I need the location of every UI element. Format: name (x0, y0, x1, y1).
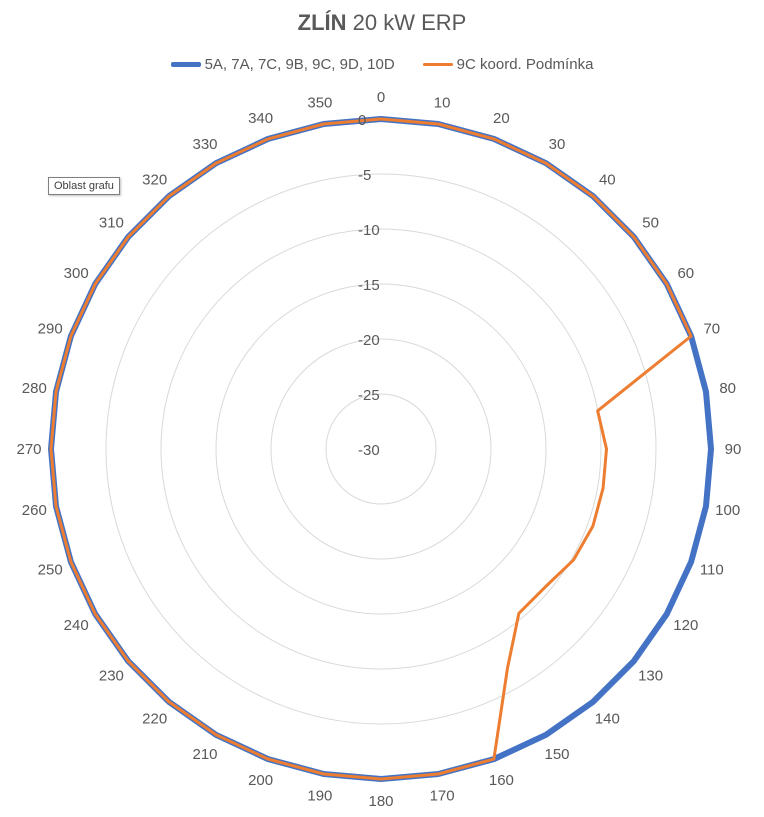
gridline-circle (215, 283, 547, 615)
angle-tick-label: 150 (544, 746, 569, 763)
angle-tick-label: 30 (549, 136, 566, 153)
angle-tick-label: 200 (248, 772, 273, 789)
angle-tick-label: 300 (64, 265, 89, 282)
angle-tick-label: 210 (192, 746, 217, 763)
angle-tick-label: 90 (725, 441, 742, 458)
angle-tick-label: 190 (307, 788, 332, 805)
angle-tick-label: 330 (192, 136, 217, 153)
angle-tick-label: 310 (99, 215, 124, 232)
angle-tick-label: 220 (142, 711, 167, 728)
radial-tick-label: -30 (358, 442, 380, 459)
angle-tick-label: 280 (22, 380, 47, 397)
series-line-1[interactable] (48, 116, 714, 782)
angle-tick-label: 340 (248, 110, 273, 127)
chart-title-rest: 20 kW ERP (352, 10, 467, 35)
angle-tick-label: 170 (430, 788, 455, 805)
angle-tick-label: 180 (368, 793, 393, 810)
angle-tick-label: 160 (489, 772, 514, 789)
angle-tick-label: 320 (142, 171, 167, 188)
radial-tick-label: -20 (358, 332, 380, 349)
radial-tick-label: -5 (358, 167, 371, 184)
legend-label-series-1: 5A, 7A, 7C, 9B, 9C, 9D, 10D (204, 56, 395, 73)
angle-tick-label: 70 (703, 321, 720, 338)
angle-tick-label: 270 (16, 441, 41, 458)
angle-tick-label: 140 (595, 711, 620, 728)
radial-tick-label: -25 (358, 387, 380, 404)
angle-tick-label: 10 (434, 94, 451, 111)
chart-title-bold: ZLÍN (297, 10, 347, 35)
angle-tick-label: 40 (599, 171, 616, 188)
radial-tick-label: -15 (358, 277, 380, 294)
legend-item-series-1[interactable]: 5A, 7A, 7C, 9B, 9C, 9D, 10D (170, 56, 395, 73)
gridline-circle (325, 393, 437, 505)
chart-title: ZLÍN 20 kW ERP (0, 10, 764, 36)
angle-tick-label: 130 (638, 667, 663, 684)
angle-tick-label: 230 (99, 667, 124, 684)
angle-tick-label: 100 (715, 502, 740, 519)
legend: 5A, 7A, 7C, 9B, 9C, 9D, 10D 9C koord. Po… (0, 56, 764, 73)
angle-tick-label: 80 (719, 380, 736, 397)
angle-tick-label: 120 (673, 617, 698, 634)
angle-tick-label: 350 (307, 94, 332, 111)
angle-tick-label: 250 (38, 561, 63, 578)
angle-tick-label: 50 (642, 215, 659, 232)
angle-tick-label: 290 (38, 321, 63, 338)
gridline-circle (160, 228, 602, 670)
angle-tick-label: 60 (677, 265, 694, 282)
radial-tick-label: 0 (358, 112, 366, 129)
legend-swatch-series-2 (422, 63, 453, 66)
angle-tick-label: 110 (700, 561, 724, 578)
series-line-2[interactable] (49, 117, 693, 781)
angle-tick-label: 20 (493, 110, 510, 127)
legend-item-series-2[interactable]: 9C koord. Podmínka (422, 56, 594, 73)
gridline-circle (105, 173, 657, 725)
legend-label-series-2: 9C koord. Podmínka (456, 56, 594, 73)
gridline-circle (270, 338, 492, 560)
angle-tick-label: 0 (377, 89, 385, 106)
angle-tick-label: 240 (64, 617, 89, 634)
chart-area-tooltip: Oblast grafu (48, 177, 120, 195)
angle-tick-label: 260 (22, 502, 47, 519)
radial-tick-label: -10 (358, 222, 380, 239)
legend-swatch-series-1 (170, 62, 201, 67)
